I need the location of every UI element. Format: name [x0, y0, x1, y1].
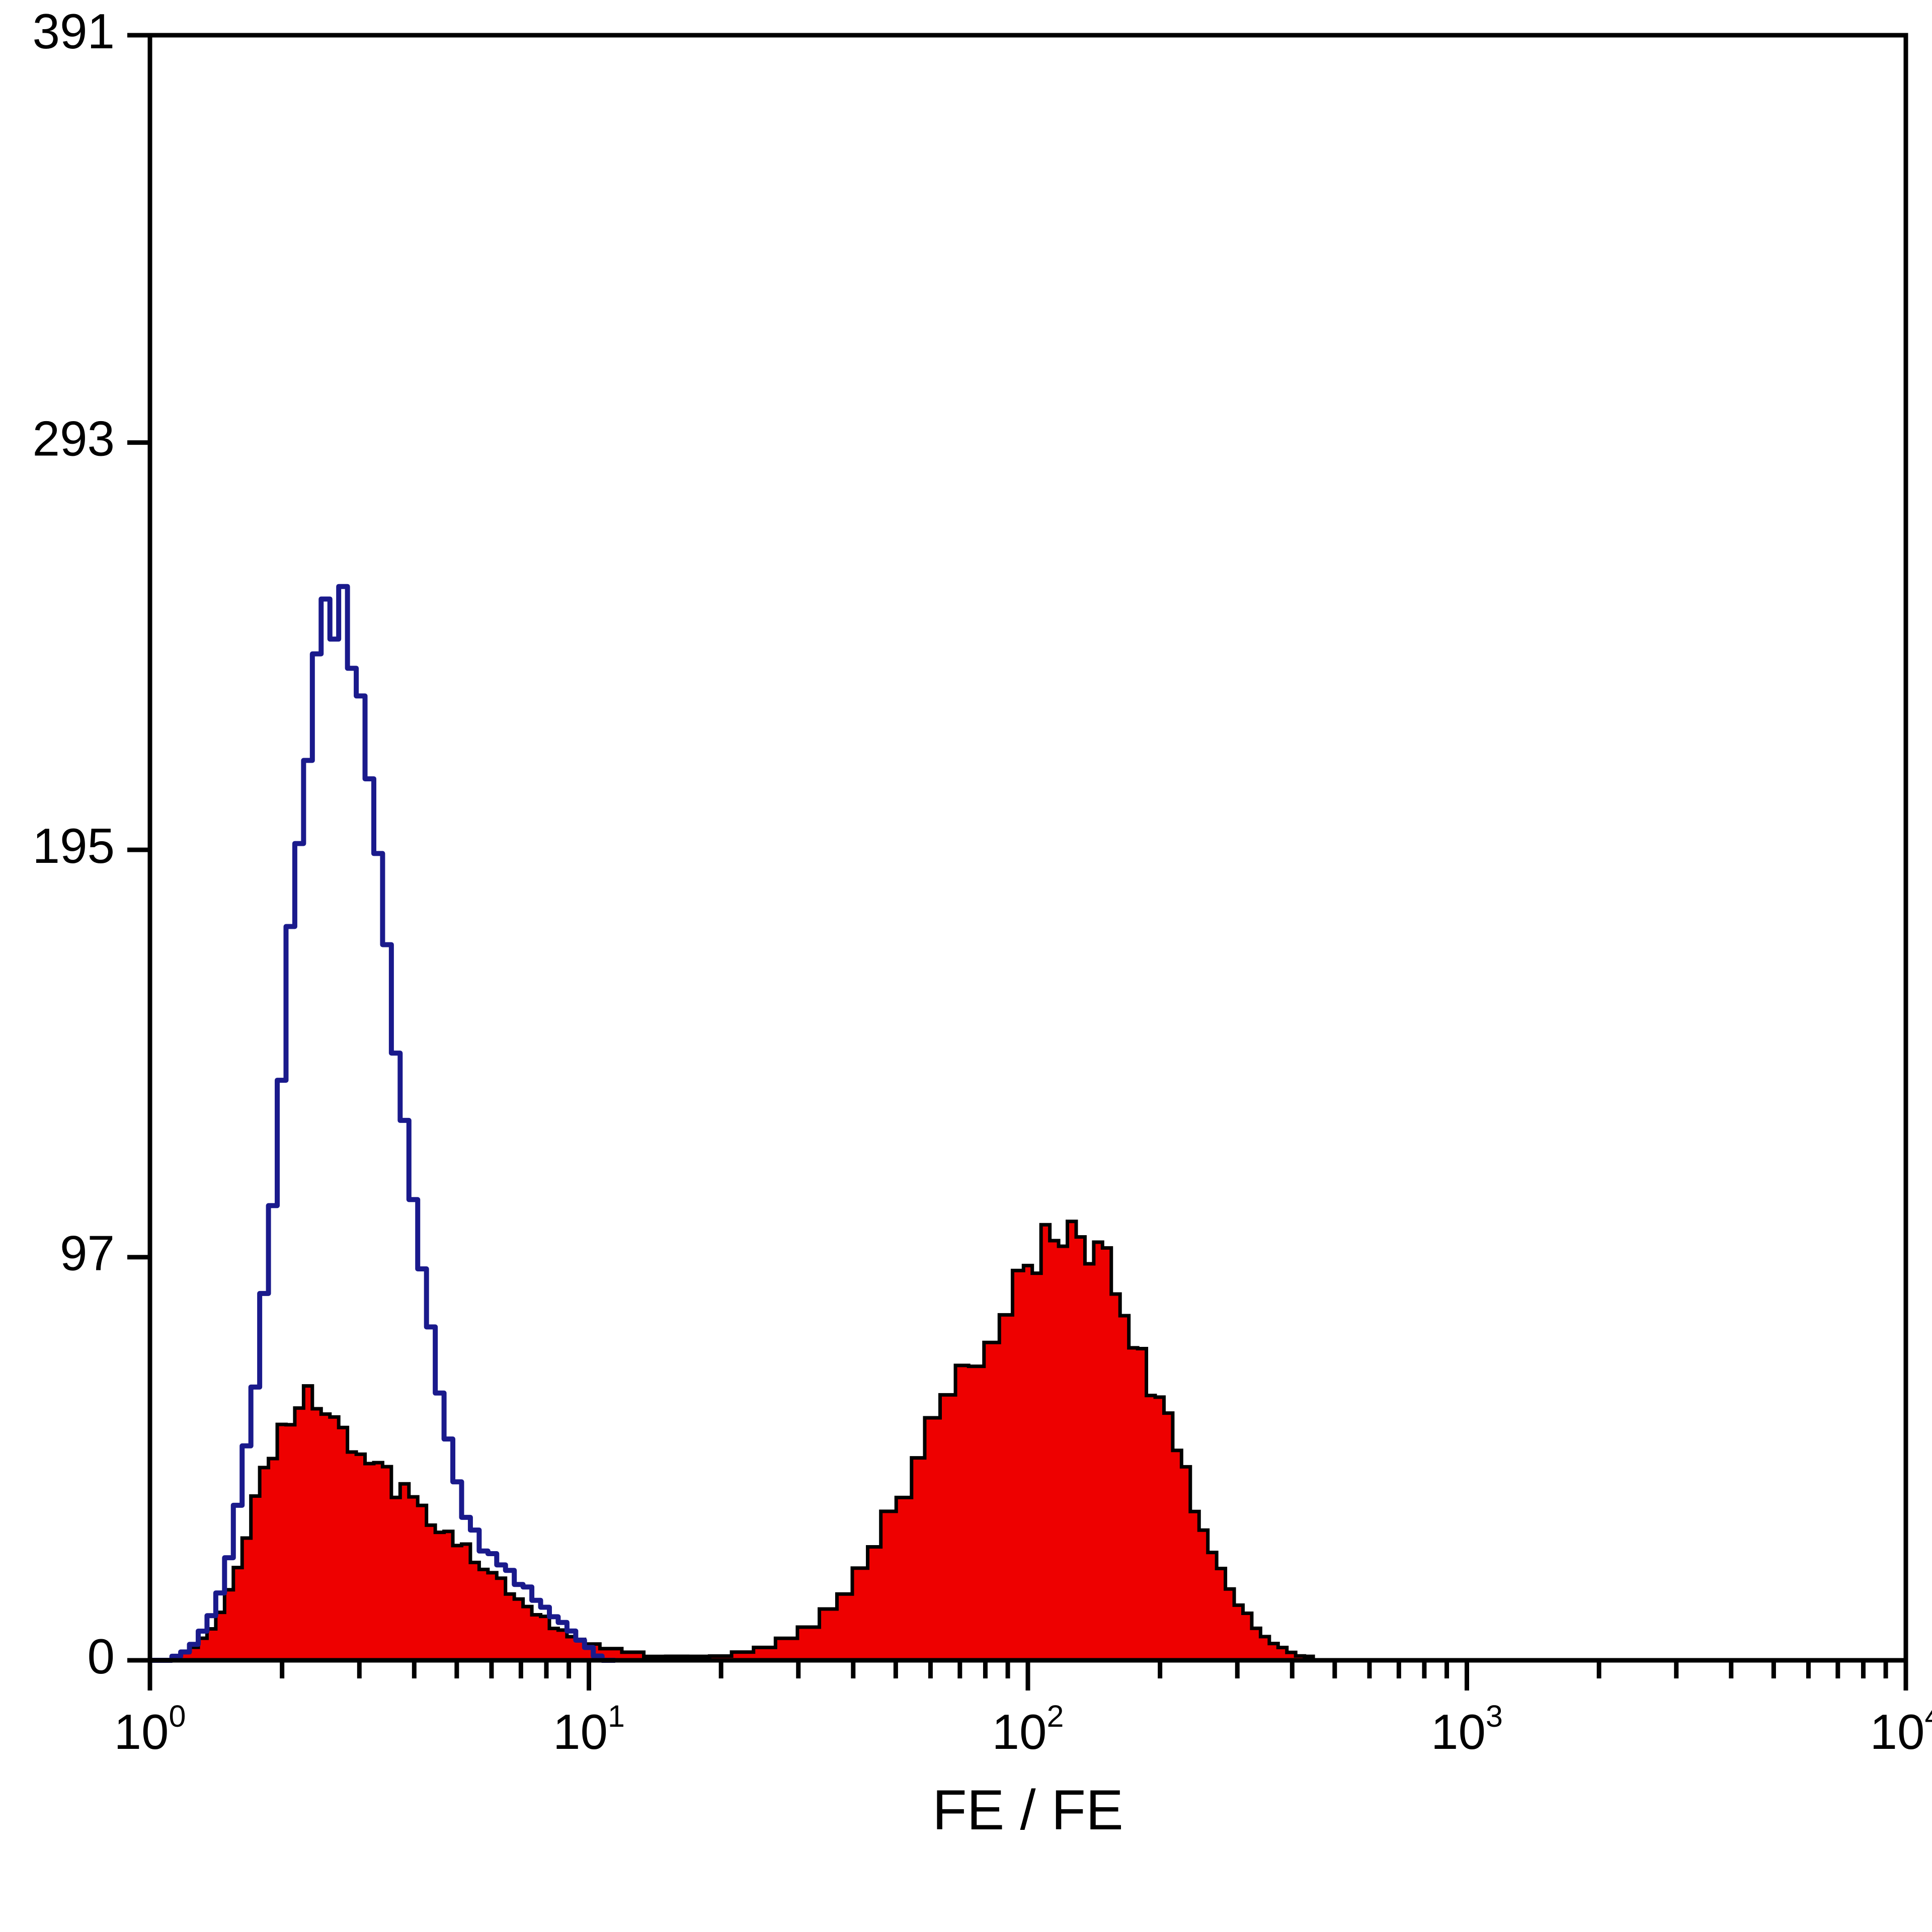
y-tick-label: 195 [32, 818, 115, 873]
y-tick-label: 391 [32, 4, 115, 59]
x-tick-label: 104 [1870, 1699, 1932, 1759]
chart-svg: 097195293391100101102103104FE / FE [0, 0, 1932, 1932]
y-tick-label: 97 [60, 1226, 115, 1281]
y-tick-label: 0 [87, 1629, 115, 1684]
x-axis-label: FE / FE [932, 1779, 1123, 1841]
y-tick-label: 293 [32, 411, 115, 466]
histogram-chart: 097195293391100101102103104FE / FE [0, 0, 1932, 1932]
